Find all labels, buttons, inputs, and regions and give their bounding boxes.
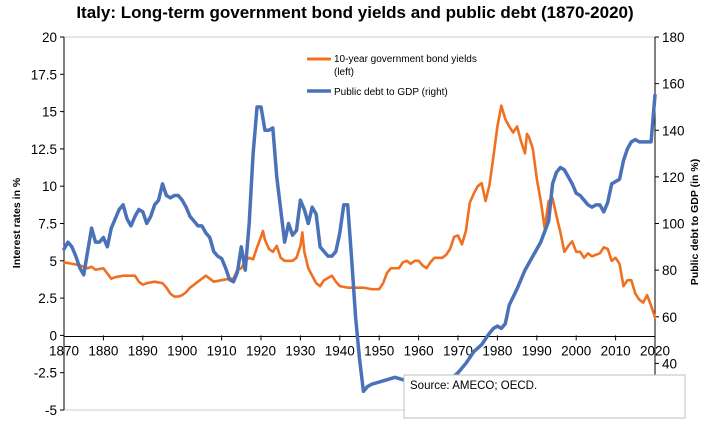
series-line-bond-yields xyxy=(62,104,657,319)
legend-label-bond-yields: 10-year government bond yields xyxy=(334,54,477,65)
legend-sublabel-bond-yields: (left) xyxy=(334,67,354,78)
series-group xyxy=(62,93,657,394)
series-line-public-debt xyxy=(62,93,657,394)
right-y-axis-title: Public debt to GDP (in %) xyxy=(689,159,701,285)
x-tick-label: 1900 xyxy=(167,343,197,358)
x-tick-label: 1990 xyxy=(522,343,552,358)
left-y-tick-label: -2.5 xyxy=(34,366,57,381)
left-y-tick-label: 0 xyxy=(49,328,57,343)
left-y-tick-label: 12.5 xyxy=(31,142,57,157)
left-y-tick-label: 7.5 xyxy=(38,217,57,232)
left-y-tick-label: 15 xyxy=(42,105,57,120)
x-tick-label: 1920 xyxy=(246,343,276,358)
legend: 10-year government bond yields (left) Pu… xyxy=(307,54,477,98)
x-tick-label: 1970 xyxy=(443,343,473,358)
x-tick-label: 1940 xyxy=(325,343,355,358)
x-tick-label: 1950 xyxy=(364,343,394,358)
legend-label-public-debt: Public debt to GDP (right) xyxy=(334,87,448,98)
right-y-tick-label: 120 xyxy=(662,170,685,185)
chart-title: Italy: Long-term government bond yields … xyxy=(76,3,633,22)
right-y-tick-label: 60 xyxy=(662,310,677,325)
x-tick-label: 2000 xyxy=(561,343,591,358)
right-y-axis-ticks: 18016014012010080604020 xyxy=(655,30,685,418)
x-tick-label: 2010 xyxy=(601,343,631,358)
left-y-tick-label: 17.5 xyxy=(31,67,57,82)
source-box: Source: AMECO; OECD. xyxy=(403,374,686,419)
x-tick-label: 1930 xyxy=(285,343,315,358)
right-y-tick-label: 140 xyxy=(662,123,685,138)
right-y-tick-label: 180 xyxy=(662,30,685,45)
right-y-tick-label: 100 xyxy=(662,217,685,232)
left-y-axis-title: Interest rates in % xyxy=(11,177,23,268)
x-tick-label: 1980 xyxy=(482,343,512,358)
left-y-axis-ticks: 20 17.5 15 12.5 10 7.5 5 2.5 0 -2.5 -5 xyxy=(31,30,64,418)
left-y-tick-label: 2.5 xyxy=(38,291,57,306)
source-box-frame xyxy=(403,374,686,419)
x-axis-ticks: 1870 1880 1890 1900 1910 1920 1930 1940 1950 1960… xyxy=(49,335,670,358)
x-tick-label: 2020 xyxy=(640,343,670,358)
left-y-tick-label: -5 xyxy=(45,403,57,418)
right-y-tick-label: 80 xyxy=(662,263,677,278)
left-y-tick-label: 5 xyxy=(49,254,57,269)
x-tick-label: 1880 xyxy=(88,343,118,358)
right-y-tick-label: 40 xyxy=(662,356,677,371)
x-tick-label: 1870 xyxy=(49,343,79,358)
left-y-tick-label: 10 xyxy=(42,179,57,194)
x-tick-label: 1890 xyxy=(128,343,158,358)
x-tick-label: 1960 xyxy=(404,343,434,358)
source-note: Source: AMECO; OECD. xyxy=(410,380,537,392)
left-y-tick-label: 20 xyxy=(42,30,57,45)
right-y-tick-label: 160 xyxy=(662,77,685,92)
x-tick-label: 1910 xyxy=(207,343,237,358)
